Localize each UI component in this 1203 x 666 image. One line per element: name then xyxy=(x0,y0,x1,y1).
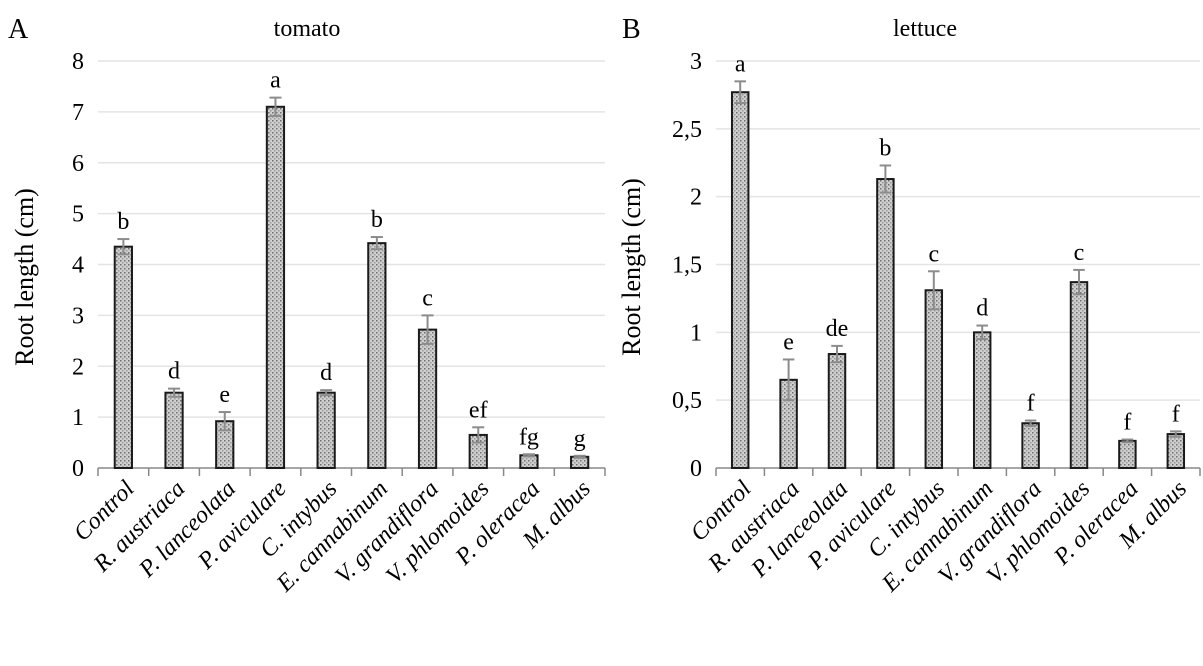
significance-label-a-e-cannabinum: b xyxy=(371,207,383,233)
bar-b-m-albus xyxy=(1166,433,1186,470)
significance-label-a-control: b xyxy=(117,209,129,235)
significance-label-a-p-oleracea: fg xyxy=(519,424,539,450)
error-bar-a-v-grandiflora xyxy=(421,314,434,345)
y-tick-label-a-0: 0 xyxy=(72,456,84,482)
error-bar-b-m-albus xyxy=(1170,430,1182,438)
bar-b-e-cannabinum xyxy=(972,331,992,470)
y-tick-label-a-6: 6 xyxy=(72,151,84,177)
y-tick-label-a-8: 8 xyxy=(72,49,84,75)
error-bar-b-p-oleracea xyxy=(1121,438,1134,444)
y-axis-label-a: Root length (cm) xyxy=(10,188,39,366)
bar-b-p-oleracea xyxy=(1118,439,1137,470)
bar-a-r-austriaca xyxy=(164,391,184,469)
bar-a-e-cannabinum xyxy=(367,242,387,469)
bar-b-v-grandiflora xyxy=(1021,422,1040,470)
bar-b-p-aviculare xyxy=(876,178,895,469)
bar-b-p-lanceolata xyxy=(827,353,847,470)
error-bar-b-c-intybus xyxy=(928,270,940,311)
significance-label-b-v-grandiflora: f xyxy=(1027,391,1035,417)
bar-a-control xyxy=(113,245,133,469)
y-tick-label-a-3: 3 xyxy=(72,303,84,329)
error-bar-b-p-lanceolata xyxy=(831,344,843,364)
bar-a-p-aviculare xyxy=(265,105,286,469)
y-tick-label-b-1: 0,5 xyxy=(672,388,702,414)
error-bar-a-p-aviculare xyxy=(269,96,282,117)
chart-title-tomato: tomato xyxy=(274,16,341,42)
bar-b-c-intybus xyxy=(924,289,944,469)
panel-letter-b: B xyxy=(622,14,641,45)
panel-letter-a: A xyxy=(8,14,29,45)
y-tick-label-a-7: 7 xyxy=(72,100,84,126)
error-bar-b-v-grandiflora xyxy=(1024,419,1037,427)
y-tick-label-a-5: 5 xyxy=(72,202,84,228)
significance-label-b-control: a xyxy=(735,51,746,77)
y-tick-label-a-4: 4 xyxy=(72,253,84,279)
y-tick-label-a-2: 2 xyxy=(72,354,84,380)
significance-label-a-m-albus: g xyxy=(574,426,586,452)
y-tick-label-b-6: 3 xyxy=(690,49,702,75)
significance-label-a-r-austriaca: d xyxy=(168,359,180,385)
significance-label-a-c-intybus: d xyxy=(320,360,332,386)
significance-label-a-p-aviculare: a xyxy=(270,68,281,94)
significance-label-b-p-aviculare: b xyxy=(879,135,891,161)
error-bar-a-p-lanceolata xyxy=(218,411,231,432)
error-bar-b-control xyxy=(734,80,746,105)
significance-label-b-p-lanceolata: de xyxy=(826,316,849,342)
y-tick-label-b-3: 1,5 xyxy=(672,253,702,279)
bar-a-v-grandiflora xyxy=(417,328,438,469)
error-bar-a-r-austriaca xyxy=(168,387,181,398)
error-bar-b-e-cannabinum xyxy=(976,324,988,341)
error-bar-a-v-phlomoides xyxy=(472,426,485,444)
significance-label-a-p-lanceolata: e xyxy=(219,382,230,408)
error-bar-a-control xyxy=(117,238,130,256)
y-tick-label-a-1: 1 xyxy=(72,405,84,431)
error-bar-a-c-intybus xyxy=(320,389,333,397)
bar-b-v-phlomoides xyxy=(1069,281,1089,469)
panel-a-tomato: A tomato Root length (cm) 012345678bCont… xyxy=(8,14,606,598)
significance-label-b-e-cannabinum: d xyxy=(976,296,988,322)
y-tick-label-b-2: 1 xyxy=(690,320,702,346)
significance-label-b-m-albus: f xyxy=(1172,401,1180,427)
significance-label-b-c-intybus: c xyxy=(928,241,939,267)
error-bar-b-p-aviculare xyxy=(879,164,892,194)
bar-b-control xyxy=(730,91,750,469)
error-bar-b-r-austriaca xyxy=(782,358,795,402)
error-bar-a-m-albus xyxy=(573,454,586,459)
significance-label-b-p-oleracea: f xyxy=(1123,410,1131,436)
significance-label-b-v-phlomoides: c xyxy=(1074,240,1085,266)
error-bar-a-p-oleracea xyxy=(522,453,535,458)
panel-b-lettuce: B lettuce Root length (cm) 0 0,5 1 1,5 2 2,5 3… xyxy=(617,14,1201,598)
error-bar-a-e-cannabinum xyxy=(370,236,383,251)
bar-a-c-intybus xyxy=(316,391,336,469)
significance-label-a-v-grandiflora: c xyxy=(422,285,433,311)
significance-label-b-r-austriaca: e xyxy=(783,329,794,355)
error-bar-b-v-phlomoides xyxy=(1073,268,1085,296)
y-tick-label-b-4: 2 xyxy=(690,185,702,211)
y-axis-label-b: Root length (cm) xyxy=(617,178,646,356)
y-tick-label-b-0: 0 xyxy=(690,456,702,482)
chart-title-lettuce: lettuce xyxy=(893,16,957,42)
significance-label-a-v-phlomoides: ef xyxy=(469,397,488,423)
y-tick-label-b-5: 2,5 xyxy=(672,117,702,143)
